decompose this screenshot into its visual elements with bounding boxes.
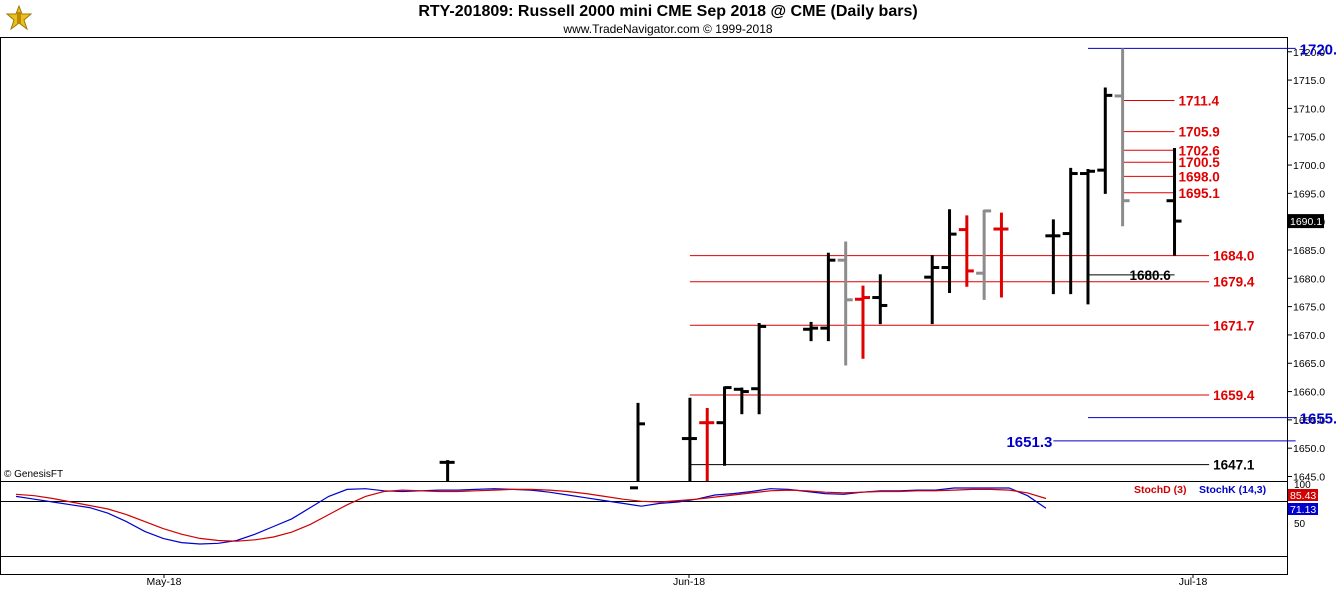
level-label: 1711.4 <box>1179 93 1220 108</box>
x-tick-label: May-18 <box>146 576 181 588</box>
last-price-box <box>1288 214 1324 229</box>
price-tick-label: 1705.0 <box>1293 132 1325 144</box>
price-tick-label: 1655.0 <box>1293 415 1325 427</box>
price-tick-label: 1715.0 <box>1293 75 1325 87</box>
level-label: 1647.1 <box>1213 458 1255 473</box>
price-tick-label: 1685.0 <box>1293 245 1325 257</box>
price-tick-label: 1700.0 <box>1293 160 1325 172</box>
last-price-label: 1690.1 <box>1290 216 1322 228</box>
level-label: 1698.0 <box>1179 169 1220 184</box>
level-label: 1720.6 <box>1300 41 1336 58</box>
stoch-k-legend: StochK (14,3) <box>1199 484 1266 496</box>
stoch-top-label: 100 <box>1294 480 1311 491</box>
stoch-d-value: 85.43 <box>1290 490 1316 502</box>
x-tick-label: Jul-18 <box>1179 576 1208 588</box>
stoch-k-line <box>15 487 1047 545</box>
level-label: 1702.6 <box>1179 143 1221 158</box>
stoch-k-value-box <box>1288 503 1318 515</box>
plot-frame <box>0 37 1288 575</box>
level-label: 1684.0 <box>1213 249 1254 264</box>
chart-subtitle: www.TradeNavigator.com © 1999-2018 <box>563 22 773 36</box>
level-label: 1651.3 <box>1006 434 1052 451</box>
stoch-tick-label: 50 <box>1294 519 1306 530</box>
price-tick-label: 1720.0 <box>1293 47 1325 59</box>
level-label: 1700.5 <box>1179 155 1221 170</box>
price-tick-label: 1645.0 <box>1293 472 1325 484</box>
level-label: 1659.4 <box>1213 388 1255 403</box>
price-tick-label: 1670.0 <box>1293 330 1325 342</box>
level-label: 1679.4 <box>1213 275 1255 290</box>
level-label: 1655.4 <box>1300 411 1336 428</box>
level-label: 1680.6 <box>1130 268 1172 283</box>
price-tick-label: 1650.0 <box>1293 443 1325 455</box>
level-label: 1671.7 <box>1213 318 1254 333</box>
level-label: 1705.9 <box>1179 125 1220 140</box>
stoch-d-value-box <box>1288 489 1318 501</box>
price-tick-label: 1660.0 <box>1293 387 1325 399</box>
price-tick-label: 1675.0 <box>1293 302 1325 314</box>
price-tick-label: 1665.0 <box>1293 358 1325 370</box>
x-tick-label: Jun-18 <box>673 576 705 588</box>
stoch-d-legend: StochD (3) <box>1134 484 1187 496</box>
chart-title: RTY-201809: Russell 2000 mini CME Sep 20… <box>418 3 918 20</box>
stoch-k-value: 71.13 <box>1290 504 1316 516</box>
price-tick-label: 1680.0 <box>1293 273 1325 285</box>
level-label: 1695.1 <box>1179 186 1221 201</box>
genesis-logo-icon <box>4 4 34 37</box>
price-tick-label: 1695.0 <box>1293 188 1325 200</box>
copyright-label: © GenesisFT <box>4 469 64 480</box>
price-tick-label: 1710.0 <box>1293 103 1325 115</box>
stoch-d-line <box>15 488 1047 542</box>
